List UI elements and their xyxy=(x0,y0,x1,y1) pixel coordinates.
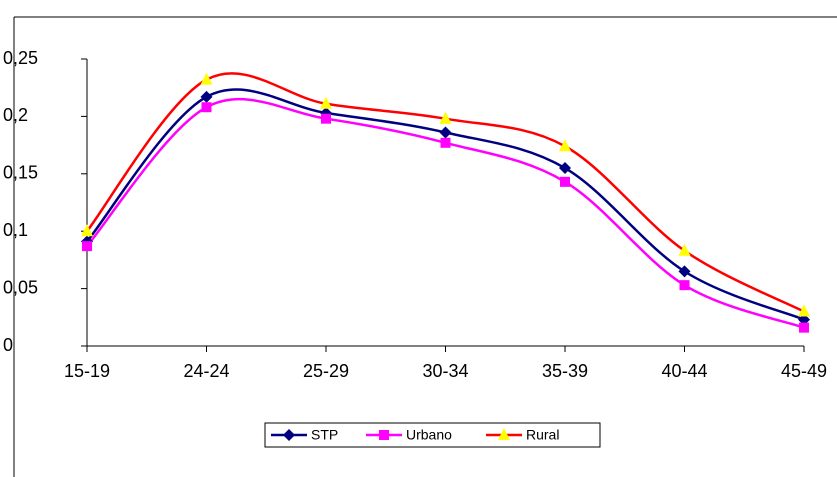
marker xyxy=(560,176,570,187)
marker xyxy=(439,126,452,139)
marker xyxy=(379,430,389,440)
x-tick-label: 30-34 xyxy=(422,361,468,381)
marker xyxy=(200,72,213,85)
legend: STP Urbano Rural xyxy=(264,422,601,448)
x-tick-label: 45-49 xyxy=(781,361,827,381)
y-tick-label: 0 xyxy=(3,335,13,355)
marker xyxy=(320,96,332,109)
marker xyxy=(440,137,451,148)
legend-label: Urbano xyxy=(406,427,452,443)
y-tick-label: 0,15 xyxy=(3,163,38,183)
marker xyxy=(678,243,691,256)
y-tick-label: 0,05 xyxy=(3,277,38,297)
legend-label: STP xyxy=(311,427,338,443)
marker xyxy=(679,280,690,291)
marker xyxy=(559,162,571,175)
marker xyxy=(283,429,295,441)
legend-box xyxy=(264,422,601,448)
marker xyxy=(498,428,510,440)
marker xyxy=(81,224,93,237)
marker xyxy=(799,322,809,333)
y-tick-label: 0,1 xyxy=(3,220,28,240)
marker xyxy=(321,113,331,124)
marker xyxy=(798,304,810,317)
marker xyxy=(439,111,452,124)
x-tick-label: 25-29 xyxy=(303,361,349,381)
series-line xyxy=(86,88,805,321)
x-tick-label: 15-19 xyxy=(64,361,110,381)
marker xyxy=(798,313,810,326)
marker xyxy=(678,265,691,278)
marker xyxy=(201,102,212,113)
marker xyxy=(559,139,571,152)
series-line xyxy=(86,72,805,313)
marker xyxy=(200,90,213,103)
x-tick-label: 35-39 xyxy=(542,361,588,381)
y-tick-label: 0,25 xyxy=(3,48,38,68)
marker xyxy=(82,241,92,252)
legend-label: Rural xyxy=(526,427,559,443)
x-tick-label: 40-44 xyxy=(661,361,707,381)
x-tick-label: 24-24 xyxy=(183,361,229,381)
y-tick-label: 0,2 xyxy=(3,105,28,125)
